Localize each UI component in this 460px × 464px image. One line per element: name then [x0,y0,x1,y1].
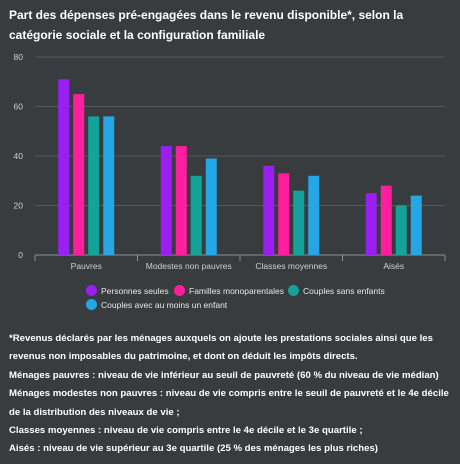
legend-label: Familles monoparentales [189,285,284,296]
y-tick-label: 80 [14,52,24,62]
legend-item-personnes-seules: Personnes seules [86,285,169,296]
legend-label: Couples sans enfants [303,285,385,296]
bar [410,195,422,255]
bar [263,165,275,255]
bar [395,205,407,255]
bar [160,146,172,255]
y-tick-label: 60 [14,102,24,112]
bar [190,175,202,255]
legend-swatch [86,285,97,296]
legend-label: Personnes seules [101,285,169,296]
bar [103,116,115,256]
legend-swatch [174,285,185,296]
y-tick-label: 0 [18,250,23,260]
legend-item-familles-monoparentales: Familles monoparentales [174,285,284,296]
legend-label: Couples avec au moins un enfant [101,299,228,310]
footnote-pauvres: Ménages pauvres : niveau de vie inférieu… [9,369,439,381]
bar [88,116,100,256]
bar [278,173,290,255]
legend-swatch [86,299,97,310]
bar [380,185,392,255]
footnotes: *Revenus déclarés par les ménages auxque… [9,330,454,459]
bar [205,158,217,255]
bar [58,79,70,256]
bar-chart: 0 20 40 60 80 Pauvres Modestes non pauvres Clas… [14,52,446,271]
x-tick-label: Pauvres [71,261,102,271]
bar [175,146,187,255]
footnote-revenus: *Revenus déclarés par les ménages auxque… [9,333,433,363]
x-tick-label: Modestes non pauvres [146,261,232,271]
y-tick-label: 40 [14,151,24,161]
x-tick-label: Aisés [383,261,404,271]
footnote-classes-moyennes: Classes moyennes : niveau de vie compris… [9,425,363,437]
x-tick-label: Classes moyennes [255,261,327,271]
legend-item-couples-sans-enfants: Couples sans enfants [288,285,385,296]
bar [365,193,377,255]
legend-swatch [288,285,299,296]
y-tick-label: 20 [14,201,24,211]
bar [73,94,85,255]
footnote-modestes: Ménages modestes non pauvres : niveau de… [9,388,449,418]
chart-title: Part des dépenses pré-engagées dans le r… [9,8,404,42]
bar [308,175,320,255]
footnote-aises: Aisés : niveau de vie supérieur au 3e qu… [9,443,378,455]
bar [293,190,305,255]
legend-item-couples-avec-enfant: Couples avec au moins un enfant [86,299,227,310]
